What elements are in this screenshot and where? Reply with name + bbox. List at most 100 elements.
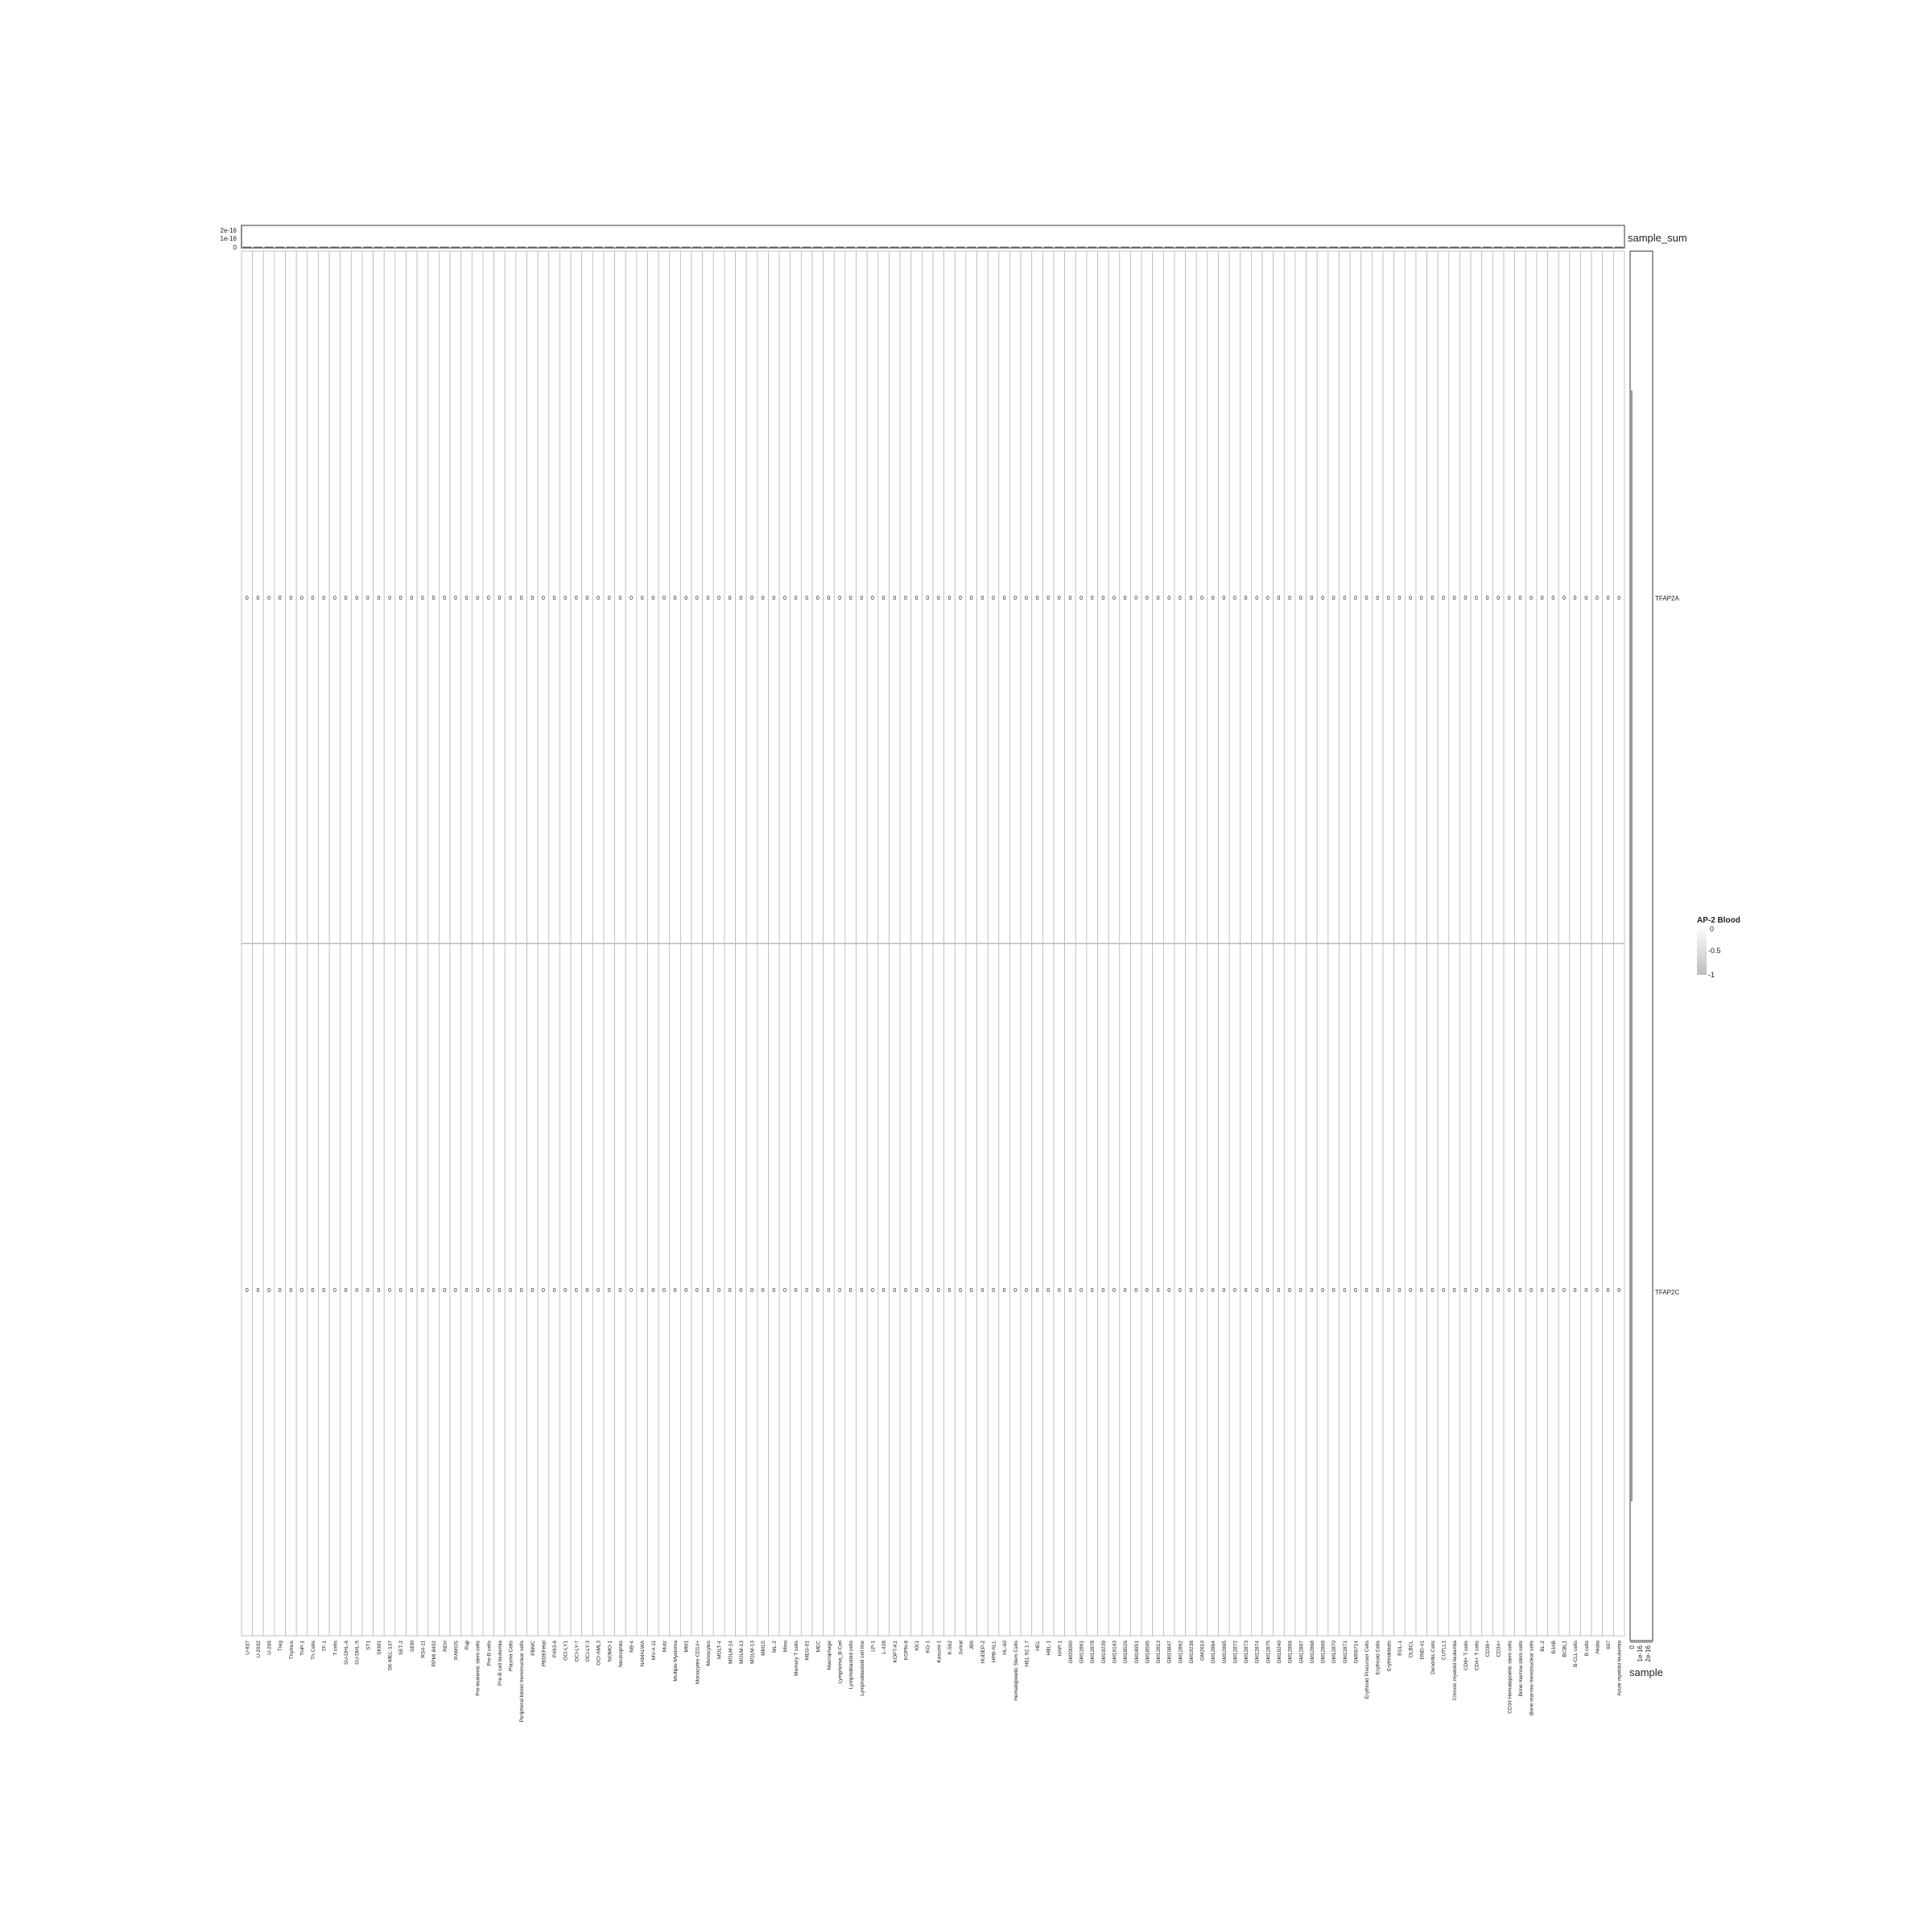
heatmap-cell-label: 0 (1025, 1288, 1028, 1294)
column-label: HUDEP-2 (980, 1641, 986, 1664)
column-label: U-266 (267, 1641, 273, 1655)
heatmap-cell-label: 0 (366, 1288, 369, 1294)
heatmap-cell-label: 0 (860, 1288, 863, 1294)
heatmap-cell-label: 0 (1189, 1288, 1192, 1294)
column-label: GM06714 (1353, 1641, 1359, 1664)
heatmap-cell-label: 0 (1266, 1288, 1269, 1294)
column-label: NAMALWA (640, 1640, 646, 1666)
column-label: MM1 (684, 1641, 690, 1653)
heatmap-cell-label: 0 (717, 1288, 720, 1294)
column-label: REH (443, 1641, 448, 1652)
heatmap-cell-label: 0 (1430, 1288, 1434, 1294)
heatmap-cell-label: 0 (1453, 596, 1456, 601)
heatmap-cell-label: 0 (1486, 596, 1489, 601)
heatmap-cell-label: 0 (608, 1288, 611, 1294)
heatmap-body: 0 0 0 0 0 0 0 0 0 0 0 0 0 0 0 0 0 0 0 0 0 0 0 0 0 0 0 0 0 0 0 0 0 0 0 0 0 0 0 0… (241, 250, 1625, 1637)
heatmap-cell-label: 0 (849, 1288, 852, 1294)
heatmap-cell-label: 0 (816, 1288, 819, 1294)
heatmap-cell-label: 0 (1354, 596, 1357, 601)
heatmap-cell-label: 0 (674, 1288, 677, 1294)
column-label: GM12864 (1211, 1641, 1216, 1664)
heatmap-cell-label: 0 (915, 1288, 919, 1294)
column-label: GM12892 (1178, 1641, 1183, 1664)
column-label: Treg (278, 1641, 283, 1652)
heatmap-cell-label: 0 (256, 596, 259, 601)
heatmap-cell-label: 0 (509, 1288, 512, 1294)
column-label: GM12867 (1298, 1641, 1304, 1664)
heatmap-cell-label: 0 (497, 596, 501, 601)
heatmap-cell-label: 0 (312, 1288, 315, 1294)
heatmap-cell-label: 0 (322, 1288, 325, 1294)
column-label: MEC (815, 1641, 821, 1653)
column-label: MOLM-13 (750, 1641, 756, 1664)
heatmap-cell-label: 0 (1036, 596, 1039, 601)
column-label: Raji (464, 1641, 470, 1649)
right-annotation-tick-label: 2e-16 (1645, 1645, 1652, 1662)
heatmap-cell-label: 0 (1508, 596, 1511, 601)
heatmap-cell-label: 0 (980, 1288, 984, 1294)
heatmap-cell-label: 0 (893, 1288, 896, 1294)
heatmap-cell-label: 0 (1101, 596, 1104, 601)
heatmap-cell-label: 0 (1420, 1288, 1423, 1294)
heatmap-cell-label: 0 (882, 1288, 886, 1294)
column-label: ST1 (365, 1641, 371, 1650)
heatmap-cell-label: 0 (432, 596, 436, 601)
heatmap-cell-label: 0 (520, 1288, 523, 1294)
heatmap-cell-label: 0 (1365, 596, 1368, 601)
heatmap-cell-label: 0 (1463, 1288, 1467, 1294)
heatmap-cell-label: 0 (707, 1288, 710, 1294)
heatmap-cell-label: 0 (1233, 1288, 1236, 1294)
column-label: PBDEFetal (541, 1640, 547, 1666)
heatmap-cell-label: 0 (388, 596, 391, 601)
legend-title: AP-2 Blood (1697, 916, 1740, 925)
heatmap-cell-label: 0 (1036, 1288, 1039, 1294)
heatmap-cell-label: 0 (674, 596, 677, 601)
heatmap-cell-label: 0 (1551, 1288, 1554, 1294)
column-label: CD8+ T cells (1463, 1640, 1469, 1670)
heatmap-cell-label: 0 (289, 596, 292, 601)
heatmap-cell-label: 0 (454, 596, 457, 601)
heatmap-cell-label: 0 (1453, 1288, 1456, 1294)
heatmap-cell-label: 0 (608, 596, 611, 601)
column-label: RAMOS (453, 1640, 459, 1660)
column-label: KOPT-K1 (893, 1641, 898, 1663)
heatmap-cell-label: 0 (1179, 1288, 1182, 1294)
heatmap-cell-label: 0 (641, 1288, 644, 1294)
column-label: SK-MEL-147 (388, 1641, 394, 1671)
column-label: Kasumi-1 (936, 1641, 942, 1663)
column-label: GM12878 (1090, 1641, 1096, 1664)
column-label: Pre-leukemic stem cells (476, 1640, 481, 1695)
heatmap-cell-label: 0 (828, 1288, 831, 1294)
heatmap-cell-label: 0 (1343, 1288, 1346, 1294)
heatmap-cell-label: 0 (1003, 1288, 1006, 1294)
heatmap-cell-label: 0 (937, 1288, 940, 1294)
heatmap-cell-label: 0 (947, 596, 951, 601)
heatmap-cell-label: 0 (882, 596, 886, 601)
column-label: EOL-1 (1397, 1641, 1403, 1656)
heatmap-cell-label: 0 (1245, 1288, 1248, 1294)
heatmap-cell-label: 0 (1288, 596, 1291, 601)
heatmap-cell-label: 0 (959, 596, 962, 601)
heatmap-cell-label: 0 (1519, 1288, 1522, 1294)
heatmap-cell-label: 0 (992, 1288, 995, 1294)
heatmap-cell-label: 0 (618, 1288, 621, 1294)
heatmap-cell-label: 0 (1013, 596, 1017, 601)
column-label: Dendritic Cells (1430, 1640, 1436, 1674)
heatmap-cell-label: 0 (651, 1288, 654, 1294)
right-annotation-title: sample (1629, 1666, 1663, 1678)
heatmap-cell-label: 0 (1409, 1288, 1412, 1294)
column-label: Monocytes (706, 1640, 712, 1666)
heatmap-cell-label: 0 (1321, 1288, 1324, 1294)
heatmap-cell-label: 0 (1551, 596, 1554, 601)
column-label: Jurkat (959, 1641, 964, 1655)
heatmap-cell-label: 0 (641, 596, 644, 601)
heatmap-cell-label: 0 (795, 596, 798, 601)
column-label: Erythroblasts (1386, 1640, 1392, 1671)
heatmap-cell-label: 0 (739, 1288, 742, 1294)
heatmap-cell-label: 0 (1245, 596, 1248, 601)
heatmap-cell-label: 0 (1387, 1288, 1390, 1294)
right-annotation-tick-label: 1e-16 (1637, 1645, 1644, 1662)
column-label: NB-4 (630, 1641, 635, 1653)
heatmap-cell-label: 0 (322, 596, 325, 601)
heatmap-cell-label: 0 (530, 596, 534, 601)
